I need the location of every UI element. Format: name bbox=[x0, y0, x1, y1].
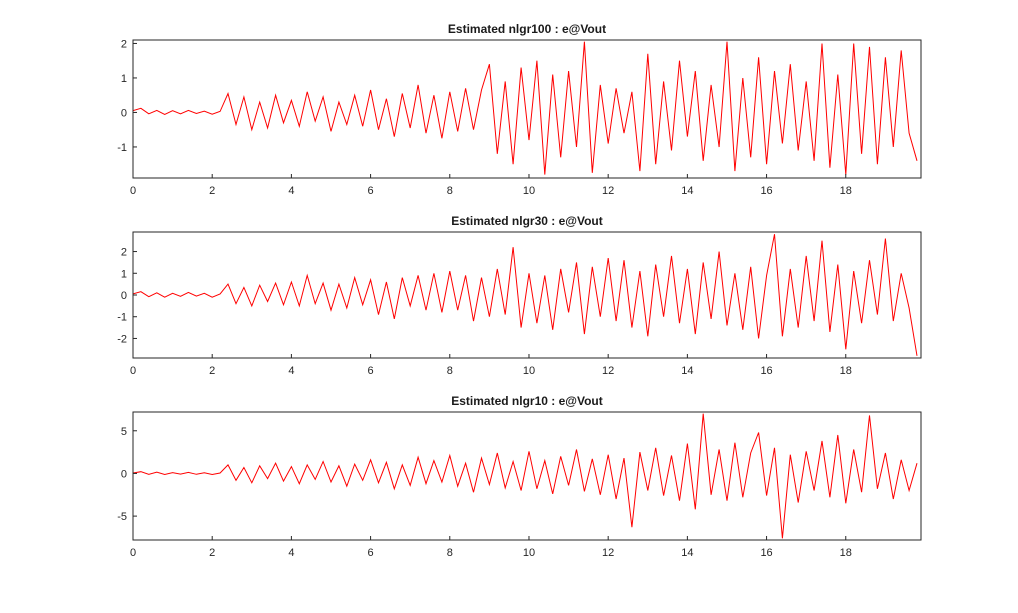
signal-line bbox=[133, 234, 918, 356]
x-tick-label: 12 bbox=[602, 547, 614, 559]
x-tick-label: 10 bbox=[523, 185, 535, 197]
plot-title-nlgr100: Estimated nlgr100 : e@Vout bbox=[447, 22, 607, 36]
axes-box bbox=[132, 411, 922, 541]
x-tick-label: 16 bbox=[760, 185, 772, 197]
y-tick-label: 0 bbox=[121, 468, 127, 480]
x-tick-label: 16 bbox=[760, 547, 772, 559]
signal-line bbox=[133, 413, 918, 539]
x-tick-label: 10 bbox=[523, 365, 535, 377]
x-tick-label: 14 bbox=[681, 547, 693, 559]
x-tick-label: 8 bbox=[447, 185, 453, 197]
signal-line bbox=[133, 41, 918, 175]
x-tick-label: 4 bbox=[288, 185, 294, 197]
x-tick-label: 8 bbox=[447, 365, 453, 377]
x-tick-label: 14 bbox=[681, 185, 693, 197]
x-tick-label: 10 bbox=[523, 547, 535, 559]
x-tick-label: 12 bbox=[602, 365, 614, 377]
plot-title-nlgr30: Estimated nlgr30 : e@Vout bbox=[451, 214, 603, 228]
x-tick-label: 16 bbox=[760, 365, 772, 377]
x-tick-label: 6 bbox=[368, 365, 374, 377]
x-tick-label: 2 bbox=[209, 185, 215, 197]
y-tick-label: 1 bbox=[121, 73, 127, 85]
x-tick-label: 14 bbox=[681, 365, 693, 377]
y-tick-label: 2 bbox=[121, 247, 127, 259]
axes-nlgr10: 0 2 4 6 8 10 12 14 16 18 -5 0 5 bbox=[117, 411, 922, 559]
axes-box bbox=[132, 39, 922, 179]
x-tick-label: 6 bbox=[368, 185, 374, 197]
x-tick-label: 0 bbox=[130, 185, 136, 197]
x-tick-label: 0 bbox=[130, 365, 136, 377]
x-tick-label: 12 bbox=[602, 185, 614, 197]
y-tick-label: -1 bbox=[117, 142, 127, 154]
y-tick-label: 2 bbox=[121, 38, 127, 50]
x-tick-label: 0 bbox=[130, 547, 136, 559]
x-tick-label: 2 bbox=[209, 547, 215, 559]
plot-title-nlgr10: Estimated nlgr10 : e@Vout bbox=[451, 394, 603, 408]
x-tick-label: 18 bbox=[840, 365, 852, 377]
x-tick-label: 4 bbox=[288, 547, 294, 559]
y-tick-label: -1 bbox=[117, 312, 127, 324]
x-tick-label: 18 bbox=[840, 547, 852, 559]
x-tick-label: 2 bbox=[209, 365, 215, 377]
x-tick-label: 4 bbox=[288, 365, 294, 377]
x-tick-label: 8 bbox=[447, 547, 453, 559]
y-tick-label: 5 bbox=[121, 426, 127, 438]
y-tick-label: -2 bbox=[117, 333, 127, 345]
x-tick-label: 6 bbox=[368, 547, 374, 559]
y-tick-label: 0 bbox=[121, 107, 127, 119]
y-tick-label: 0 bbox=[121, 290, 127, 302]
x-tick-label: 18 bbox=[840, 185, 852, 197]
y-tick-label: 1 bbox=[121, 268, 127, 280]
axes-box bbox=[132, 231, 922, 359]
y-tick-label: -5 bbox=[117, 511, 127, 523]
